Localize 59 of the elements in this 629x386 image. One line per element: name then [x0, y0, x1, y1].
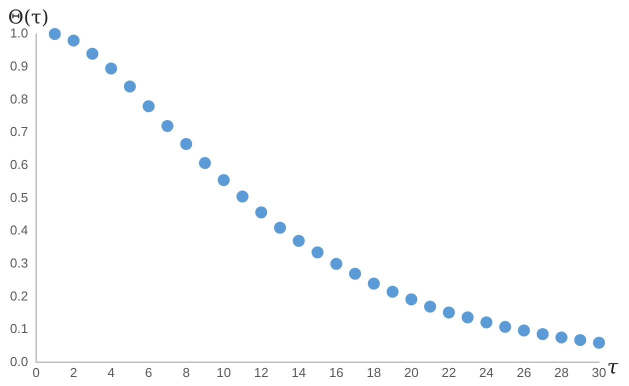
point: [499, 320, 512, 333]
point: [105, 62, 118, 74]
point: [218, 174, 230, 186]
x-tick-label: 26: [516, 364, 532, 380]
point: [593, 336, 605, 349]
x-tick-label: 14: [292, 364, 306, 380]
y-tick-label: 0.9: [10, 58, 28, 74]
y-tick-label: 0.0: [10, 354, 28, 369]
point: [86, 48, 98, 60]
x-tick-label: 8: [182, 364, 190, 380]
point: [386, 286, 399, 298]
point: [292, 234, 305, 247]
x-tick-label: 20: [404, 364, 419, 380]
point: [198, 157, 211, 170]
point: [462, 311, 474, 324]
x-tick-label: 16: [329, 364, 344, 380]
x-tick-label: 18: [366, 364, 382, 380]
point: [536, 328, 549, 340]
point: [368, 278, 380, 290]
y-tick-label: 0.5: [10, 190, 28, 205]
x-axis-title: τ: [607, 354, 619, 379]
point: [518, 324, 530, 337]
point: [236, 190, 248, 203]
y-axis-title: Θ(τ): [8, 6, 49, 28]
y-tick-label: 1.0: [10, 26, 28, 41]
point: [142, 100, 155, 112]
point: [442, 306, 455, 318]
point: [405, 293, 418, 306]
y-tick-label: 0.1: [10, 321, 28, 336]
x-tick-label: 10: [216, 364, 231, 380]
y-tick-label: 0.3: [10, 255, 28, 270]
point: [424, 300, 436, 313]
y-tick-label: 0.8: [10, 91, 28, 106]
point: [555, 331, 568, 344]
y-tick-label: 0.6: [10, 156, 28, 172]
x-tick-label: 22: [442, 364, 456, 380]
point: [574, 334, 586, 346]
y-tick-label: 0.7: [10, 124, 28, 140]
y-tick-label: 0.2: [10, 288, 28, 304]
point: [274, 222, 286, 234]
point: [480, 316, 492, 328]
point: [124, 80, 136, 93]
x-tick-label: 24: [479, 364, 494, 380]
point: [312, 246, 324, 258]
x-tick-label: 0: [32, 364, 40, 380]
x-tick-label: 12: [254, 364, 268, 380]
x-tick-label: 30: [592, 364, 606, 380]
point: [180, 138, 192, 150]
y-tick-label: 0.4: [10, 222, 28, 238]
x-tick-label: 28: [554, 364, 569, 380]
point: [48, 28, 61, 40]
x-tick-label: 6: [145, 364, 152, 380]
point: [349, 268, 362, 280]
point: [68, 34, 80, 47]
point: [161, 120, 174, 132]
point: [255, 206, 268, 218]
x-tick-label: 4: [108, 364, 115, 380]
x-tick-label: 2: [70, 364, 78, 380]
point: [330, 258, 342, 270]
